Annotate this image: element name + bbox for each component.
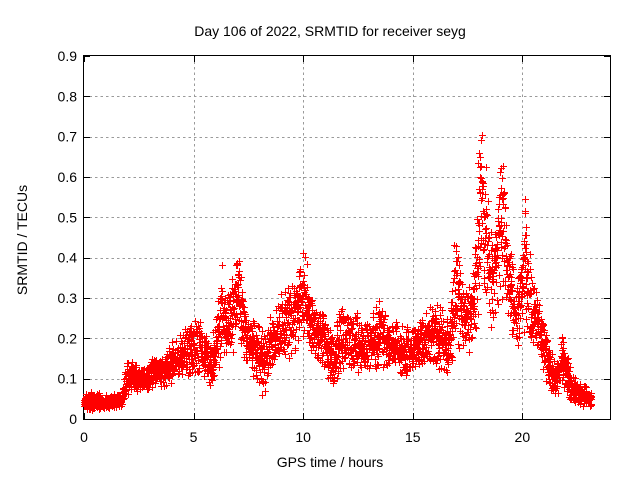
y-tick-label: 0.3 xyxy=(58,290,78,306)
y-tick-label: 0.6 xyxy=(58,169,78,185)
x-tick-label: 0 xyxy=(80,429,88,445)
y-axis-label: SRMTID / TECUs xyxy=(14,185,30,295)
data-points xyxy=(81,132,595,414)
y-tick-label: 0.5 xyxy=(58,209,78,225)
y-tick-label: 0.4 xyxy=(58,250,78,266)
plot-border xyxy=(83,55,611,420)
axis-tick-labels: 0 5 10 15 20 0 0.1 0.2 0.3 0.4 0.5 0.6 0.7 0.8 0.9 xyxy=(58,48,531,445)
scatter-series-SRMTID xyxy=(81,132,595,414)
x-tick-label: 10 xyxy=(295,429,311,445)
y-tick-label: 0.9 xyxy=(58,48,78,64)
y-tick-label: 0.1 xyxy=(58,371,78,387)
x-axis-label: GPS time / hours xyxy=(277,454,384,470)
x-tick-label: 5 xyxy=(190,429,198,445)
x-tick-label: 20 xyxy=(515,429,531,445)
y-tick-label: 0.7 xyxy=(58,129,78,145)
axis-ticks xyxy=(84,56,610,420)
y-tick-label: 0.8 xyxy=(58,88,78,104)
y-tick-label: 0 xyxy=(69,411,77,427)
y-tick-label: 0.2 xyxy=(58,330,78,346)
x-tick-label: 15 xyxy=(405,429,421,445)
chart-title: Day 106 of 2022, SRMTID for receiver sey… xyxy=(194,23,466,39)
